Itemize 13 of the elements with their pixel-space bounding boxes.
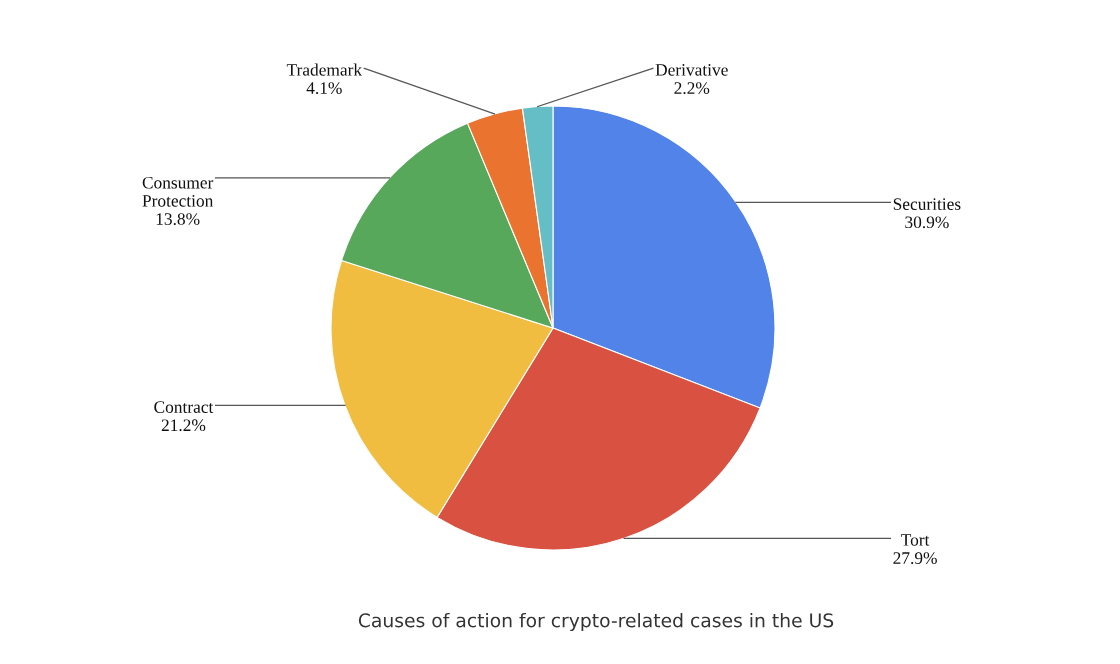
slice-label: Trademark [286, 63, 363, 76]
data-label: 30.9% [905, 216, 949, 229]
data-label: 2.2% [674, 82, 710, 94]
text: Causes of action for crypto-related cases in the US [358, 612, 834, 632]
data-label: 13.8% [156, 213, 200, 225]
data-label: 4.1% [306, 82, 342, 94]
slice-label: Contract [154, 401, 214, 413]
slice-label: Securities [893, 198, 961, 210]
data-label: 27.9% [893, 552, 937, 564]
slice-label: Consumer Protection [142, 176, 214, 207]
data-label: 21.2% [161, 419, 206, 432]
slice-label: Tort [901, 534, 930, 546]
slice-label: Derivative [655, 64, 728, 76]
